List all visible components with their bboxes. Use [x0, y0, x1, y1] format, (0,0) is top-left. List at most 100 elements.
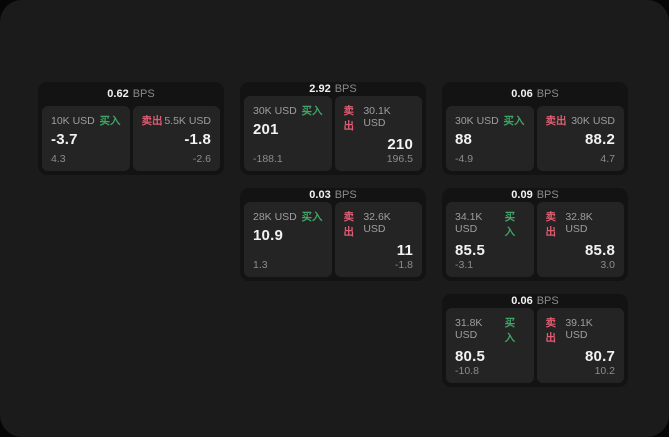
buy-panel[interactable]: 30K USD 买入 88 -4.9: [446, 106, 534, 171]
sell-delta: -1.8: [394, 259, 413, 271]
buy-panel[interactable]: 10K USD 买入 -3.7 4.3: [42, 106, 130, 171]
card-header: 2.92 BPS: [240, 82, 426, 96]
sell-panel-top: 卖出 30K USD: [546, 113, 616, 128]
sell-delta: -2.6: [192, 153, 211, 165]
buy-panel-top: 10K USD 买入: [51, 113, 121, 128]
buy-delta: -188.1: [253, 153, 283, 165]
sell-panel-top: 卖出 32.8K USD: [546, 209, 616, 239]
card-header: 0.03 BPS: [240, 188, 426, 202]
sell-delta: 4.7: [600, 153, 615, 165]
quote-card[interactable]: 2.92 BPS 30K USD 买入 201 -188.1 卖出 30.1K …: [240, 82, 426, 175]
bps-unit: BPS: [334, 83, 357, 95]
sell-panel-top: 卖出 32.6K USD: [344, 209, 414, 239]
sell-tag: 卖出: [141, 115, 163, 127]
buy-amount: 31.8K USD: [455, 317, 483, 341]
buy-panel[interactable]: 28K USD 买入 10.9 1.3: [244, 202, 332, 277]
sell-amount: 32.6K USD: [363, 211, 391, 235]
buy-price: 201: [253, 121, 279, 138]
sell-price: 85.8: [585, 242, 615, 259]
sell-tag: 卖出: [545, 317, 557, 344]
buy-amount: 30K USD: [253, 105, 297, 117]
buy-panel[interactable]: 30K USD 买入 201 -188.1: [244, 96, 332, 171]
buy-tag: 买入: [504, 317, 516, 344]
buy-delta: 4.3: [51, 153, 66, 165]
buy-delta: 1.3: [253, 259, 268, 271]
sell-delta: 3.0: [600, 259, 615, 271]
buy-tag: 买入: [99, 115, 121, 127]
bps-value: 0.09: [511, 189, 533, 201]
sell-amount: 32.8K USD: [565, 211, 593, 235]
sell-panel[interactable]: 卖出 30.1K USD 210 196.5: [334, 96, 422, 171]
panels: 34.1K USD 买入 85.5 -3.1 卖出 32.8K USD 85.8…: [442, 202, 628, 281]
sell-amount: 5.5K USD: [164, 115, 211, 127]
sell-price: 88.2: [585, 131, 615, 148]
sell-panel-top: 卖出 39.1K USD: [546, 315, 616, 345]
sell-panel[interactable]: 卖出 5.5K USD -1.8 -2.6: [132, 106, 220, 171]
bps-value: 0.06: [511, 88, 533, 100]
card-header: 0.06 BPS: [442, 82, 628, 106]
quote-card-grid: 0.62 BPS 10K USD 买入 -3.7 4.3 卖出 5.5K USD: [38, 82, 628, 387]
sell-price: 210: [387, 136, 413, 153]
sell-panel[interactable]: 卖出 30K USD 88.2 4.7: [536, 106, 624, 171]
quote-card[interactable]: 0.09 BPS 34.1K USD 买入 85.5 -3.1 卖出 32.8K…: [442, 188, 628, 281]
bps-value: 0.62: [107, 88, 129, 100]
buy-amount: 10K USD: [51, 115, 95, 127]
bps-value: 0.06: [511, 295, 533, 307]
bps-unit: BPS: [132, 88, 155, 100]
sell-panel-top: 卖出 5.5K USD: [142, 113, 212, 128]
panels: 10K USD 买入 -3.7 4.3 卖出 5.5K USD -1.8 -2.…: [38, 106, 224, 175]
buy-panel-top: 28K USD 买入: [253, 209, 323, 224]
panels: 31.8K USD 买入 80.5 -10.8 卖出 39.1K USD 80.…: [442, 308, 628, 387]
bps-unit: BPS: [334, 189, 357, 201]
buy-tag: 买入: [301, 211, 323, 223]
buy-price: 80.5: [455, 348, 485, 365]
panels: 28K USD 买入 10.9 1.3 卖出 32.6K USD 11 -1.8: [240, 202, 426, 281]
buy-panel-top: 30K USD 买入: [455, 113, 525, 128]
quote-card[interactable]: 0.06 BPS 31.8K USD 买入 80.5 -10.8 卖出 39.1…: [442, 294, 628, 387]
sell-tag: 卖出: [545, 211, 557, 238]
buy-panel-top: 34.1K USD 买入: [455, 209, 525, 239]
panels: 30K USD 买入 201 -188.1 卖出 30.1K USD 210 1…: [240, 96, 426, 175]
bps-unit: BPS: [536, 295, 559, 307]
quote-card[interactable]: 0.62 BPS 10K USD 买入 -3.7 4.3 卖出 5.5K USD: [38, 82, 224, 175]
buy-delta: -10.8: [455, 365, 479, 377]
sell-amount: 30K USD: [571, 115, 615, 127]
card-header: 0.09 BPS: [442, 188, 628, 202]
buy-panel[interactable]: 34.1K USD 买入 85.5 -3.1: [446, 202, 534, 277]
sell-panel[interactable]: 卖出 39.1K USD 80.7 10.2: [536, 308, 624, 383]
bps-value: 0.03: [309, 189, 331, 201]
sell-panel[interactable]: 卖出 32.6K USD 11 -1.8: [334, 202, 422, 277]
sell-amount: 30.1K USD: [363, 105, 391, 129]
card-header: 0.62 BPS: [38, 82, 224, 106]
buy-price: 85.5: [455, 242, 485, 259]
sell-tag: 卖出: [343, 105, 355, 132]
sell-delta: 196.5: [386, 153, 413, 165]
quote-card[interactable]: 0.03 BPS 28K USD 买入 10.9 1.3 卖出 32.6K US…: [240, 188, 426, 281]
bps-value: 2.92: [309, 83, 331, 95]
buy-price: 88: [455, 131, 473, 148]
buy-delta: -4.9: [455, 153, 474, 165]
buy-tag: 买入: [503, 115, 525, 127]
sell-amount: 39.1K USD: [565, 317, 593, 341]
buy-panel[interactable]: 31.8K USD 买入 80.5 -10.8: [446, 308, 534, 383]
sell-price: 80.7: [585, 348, 615, 365]
sell-panel[interactable]: 卖出 32.8K USD 85.8 3.0: [536, 202, 624, 277]
buy-amount: 30K USD: [455, 115, 499, 127]
buy-delta: -3.1: [455, 259, 474, 271]
sell-tag: 卖出: [545, 115, 567, 127]
sell-price: 11: [396, 242, 413, 259]
buy-tag: 买入: [301, 105, 323, 117]
buy-panel-top: 31.8K USD 买入: [455, 315, 525, 345]
buy-amount: 34.1K USD: [455, 211, 483, 235]
sell-delta: 10.2: [594, 365, 615, 377]
buy-price: 10.9: [253, 227, 283, 244]
buy-panel-top: 30K USD 买入: [253, 103, 323, 118]
bps-unit: BPS: [536, 189, 559, 201]
buy-tag: 买入: [504, 211, 516, 238]
sell-panel-top: 卖出 30.1K USD: [344, 103, 414, 133]
card-header: 0.06 BPS: [442, 294, 628, 308]
sell-tag: 卖出: [343, 211, 355, 238]
panels: 30K USD 买入 88 -4.9 卖出 30K USD 88.2 4.7: [442, 106, 628, 175]
quote-card[interactable]: 0.06 BPS 30K USD 买入 88 -4.9 卖出 30K USD: [442, 82, 628, 175]
